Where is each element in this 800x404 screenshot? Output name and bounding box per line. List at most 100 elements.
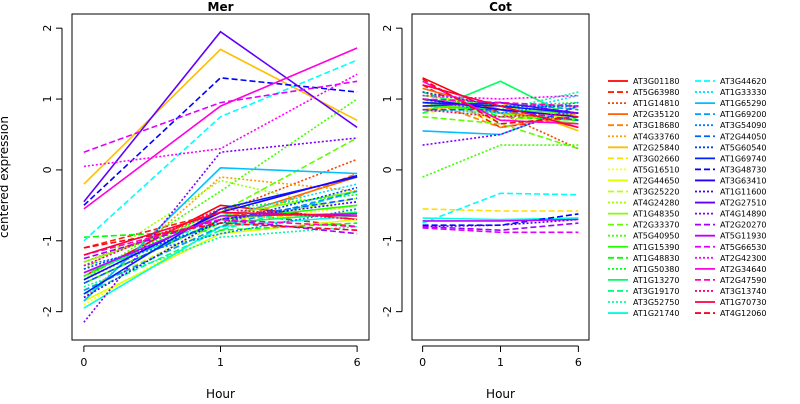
- series-line: [422, 94, 579, 100]
- series-line: [83, 59, 358, 242]
- legend-label: AT5G16510: [633, 165, 679, 174]
- series-line: [83, 183, 358, 281]
- series-line: [422, 144, 579, 178]
- y-tick-label: 1: [381, 96, 394, 103]
- x-tick-label: 1: [217, 356, 224, 369]
- series-line: [83, 30, 358, 203]
- series-line: [83, 215, 358, 309]
- series-line: [83, 190, 358, 295]
- series-line: [422, 192, 579, 224]
- legend-label: AT3G13740: [720, 287, 766, 296]
- y-tick-label: -1: [41, 235, 54, 246]
- series-line: [83, 47, 358, 210]
- series-line: [422, 218, 579, 222]
- series-line: [422, 94, 579, 115]
- series-line: [83, 201, 358, 299]
- legend-label: AT3G44620: [720, 77, 766, 86]
- legend-label: AT3G02660: [633, 154, 679, 163]
- legend-label: AT1G69200: [720, 110, 766, 119]
- panel-title: Mer: [208, 0, 234, 14]
- series-line: [422, 227, 579, 234]
- series-line: [83, 179, 358, 270]
- series-line: [422, 98, 579, 107]
- legend-label: AT4G24280: [633, 199, 679, 208]
- series-line: [422, 78, 579, 125]
- y-tick-label: -1: [381, 235, 394, 246]
- legend-label: AT3G52750: [633, 298, 679, 307]
- series-line: [422, 98, 579, 129]
- legend-label: AT2G42300: [720, 254, 766, 263]
- x-tick-label: 6: [354, 356, 361, 369]
- series-line: [422, 94, 579, 107]
- y-tick-label: 0: [41, 166, 54, 173]
- legend-label: AT3G18680: [633, 121, 679, 130]
- legend-label: AT5G60540: [720, 143, 766, 152]
- legend-label: AT1G15390: [633, 243, 679, 252]
- series-line: [83, 80, 358, 153]
- x-tick-label: 6: [575, 356, 582, 369]
- series-line: [422, 91, 579, 122]
- series-line: [422, 217, 579, 221]
- series-line: [83, 98, 358, 281]
- legend-label: AT4G12060: [720, 309, 766, 318]
- legend-label: AT1G21740: [633, 309, 679, 318]
- legend-label: AT3G48730: [720, 165, 766, 174]
- y-tick-label: 1: [41, 96, 54, 103]
- legend-label: AT1G70730: [720, 298, 766, 307]
- series-line: [422, 84, 579, 129]
- legend-label: AT3G54090: [720, 121, 766, 130]
- legend-label: AT3G25220: [633, 188, 679, 197]
- legend-label: AT4G33760: [633, 132, 679, 141]
- series-line: [83, 137, 358, 323]
- legend-label: AT5G40950: [633, 232, 679, 241]
- legend-label: AT1G14810: [633, 99, 679, 108]
- legend-label: AT1G50380: [633, 265, 679, 274]
- series-line: [83, 158, 358, 263]
- legend-label: AT2G25840: [633, 143, 679, 152]
- y-axis-title: centered expression: [0, 116, 11, 238]
- x-tick-label: 1: [497, 356, 504, 369]
- legend-label: AT1G33330: [720, 88, 766, 97]
- legend-label: AT2G34640: [720, 265, 766, 274]
- legend-label: AT4G14890: [720, 210, 766, 219]
- series-line: [83, 197, 358, 285]
- legend-label: AT1G48350: [633, 210, 679, 219]
- x-axis-title: Hour: [206, 387, 235, 400]
- legend-label: AT2G35120: [633, 110, 679, 119]
- y-tick-label: -2: [381, 306, 394, 317]
- legend-label: AT1G13270: [633, 276, 679, 285]
- series-line: [83, 222, 358, 238]
- legend-label: AT5G63980: [633, 88, 679, 97]
- y-tick-label: 0: [381, 166, 394, 173]
- legend-label: AT3G19170: [633, 287, 679, 296]
- legend-label: AT1G69740: [720, 154, 766, 163]
- y-tick-label: 2: [381, 25, 394, 32]
- series-line: [422, 208, 579, 212]
- legend-label: AT2G20270: [720, 221, 766, 230]
- x-axis-title: Hour: [486, 387, 515, 400]
- legend-label: AT2G44050: [720, 132, 766, 141]
- series-line: [83, 208, 358, 267]
- series-line: [83, 137, 358, 277]
- legend-label: AT1G48830: [633, 254, 679, 263]
- series-line: [83, 48, 358, 185]
- series-line: [83, 225, 358, 288]
- x-tick-label: 0: [419, 356, 426, 369]
- series-line: [83, 211, 358, 249]
- legend-label: AT2G33370: [633, 221, 679, 230]
- y-tick-label: -2: [41, 306, 54, 317]
- legend-label: AT2G47590: [720, 276, 766, 285]
- series-line: [83, 218, 358, 260]
- series-line: [83, 211, 358, 256]
- series-line: [83, 208, 358, 267]
- legend-label: AT2G27510: [720, 199, 766, 208]
- panel-title: Cot: [489, 0, 512, 14]
- legend-label: AT5G66530: [720, 243, 766, 252]
- series-line: [83, 222, 358, 249]
- legend-label: AT1G11600: [720, 188, 766, 197]
- series-line: [422, 218, 579, 228]
- x-tick-label: 0: [80, 356, 87, 369]
- legend-label: AT5G11930: [720, 232, 766, 241]
